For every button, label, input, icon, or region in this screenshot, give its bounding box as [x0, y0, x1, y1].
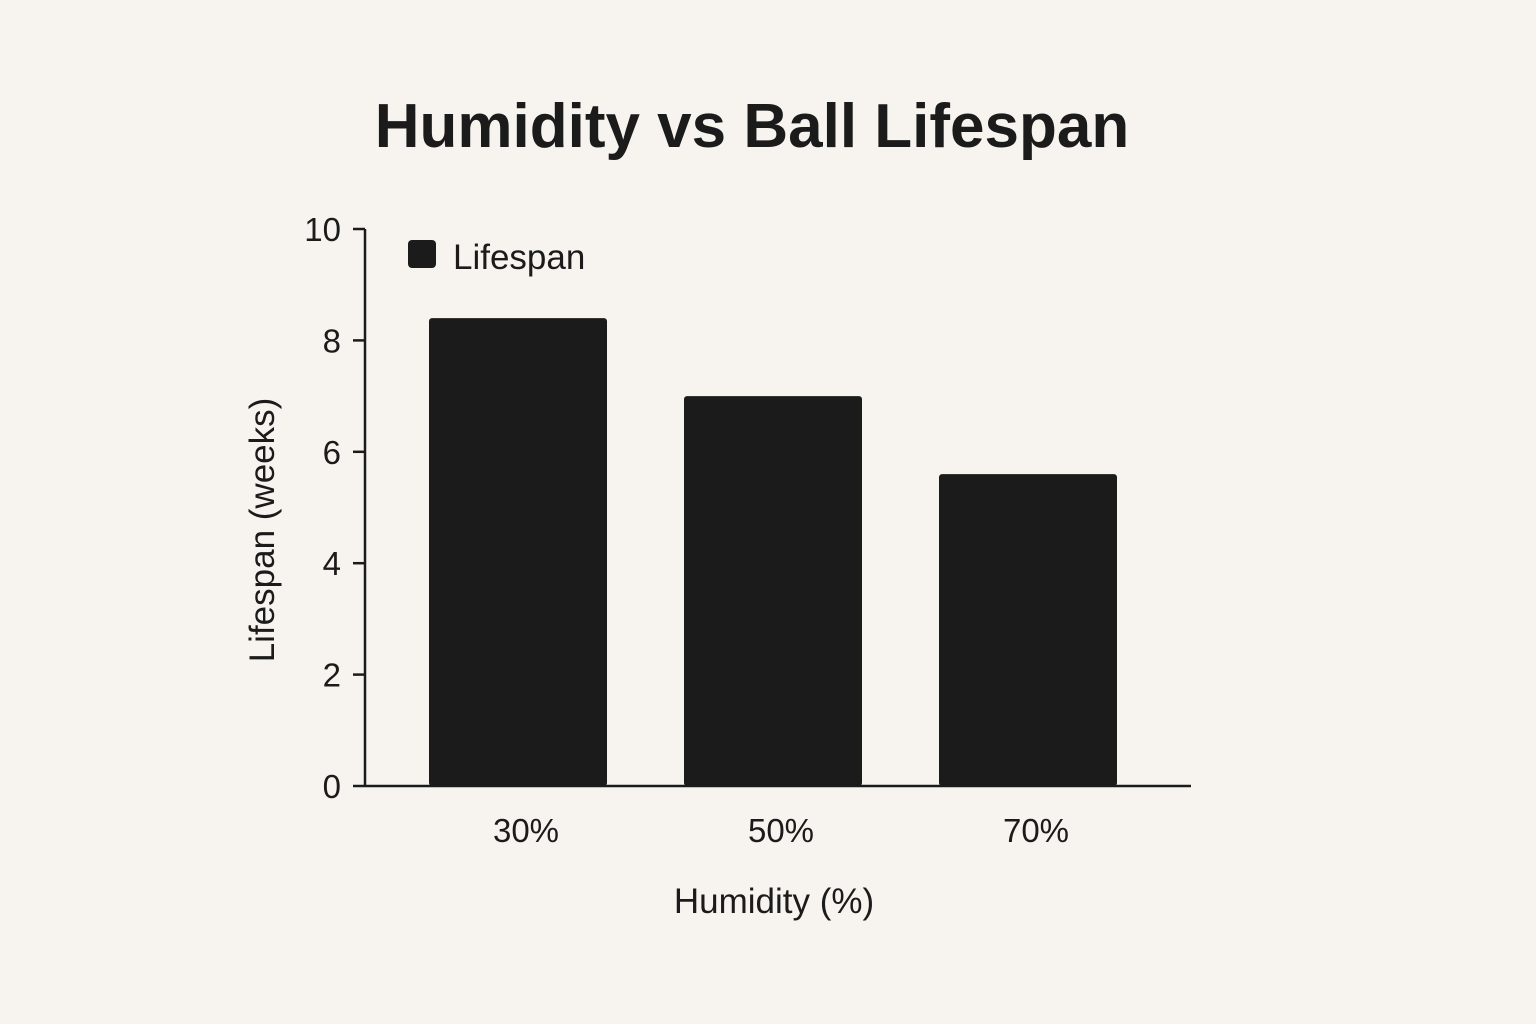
- y-tick-label: 10: [304, 211, 341, 248]
- x-tick-label: 70%: [1003, 812, 1069, 849]
- bar-30pct: [429, 318, 607, 786]
- y-axis-ticks: 0 2 4 6 8 10: [304, 211, 365, 805]
- y-axis-label: Lifespan (weeks): [243, 398, 282, 663]
- y-tick-label: 2: [323, 657, 341, 694]
- chart-title: Humidity vs Ball Lifespan: [375, 92, 1130, 161]
- x-tick-label: 30%: [493, 812, 559, 849]
- y-tick-label: 0: [323, 768, 341, 805]
- bars-layer: [429, 318, 1117, 786]
- legend: Lifespan: [408, 238, 585, 277]
- x-axis-label: Humidity (%): [674, 882, 874, 921]
- y-tick-label: 8: [323, 322, 341, 359]
- legend-label-lifespan: Lifespan: [453, 238, 585, 277]
- bar-70pct: [939, 474, 1117, 786]
- y-tick-label: 4: [323, 545, 341, 582]
- legend-swatch-lifespan: [408, 240, 436, 268]
- x-tick-label: 50%: [748, 812, 814, 849]
- x-axis-ticks: 30% 50% 70%: [493, 812, 1069, 849]
- bar-50pct: [684, 396, 862, 786]
- y-tick-label: 6: [323, 434, 341, 471]
